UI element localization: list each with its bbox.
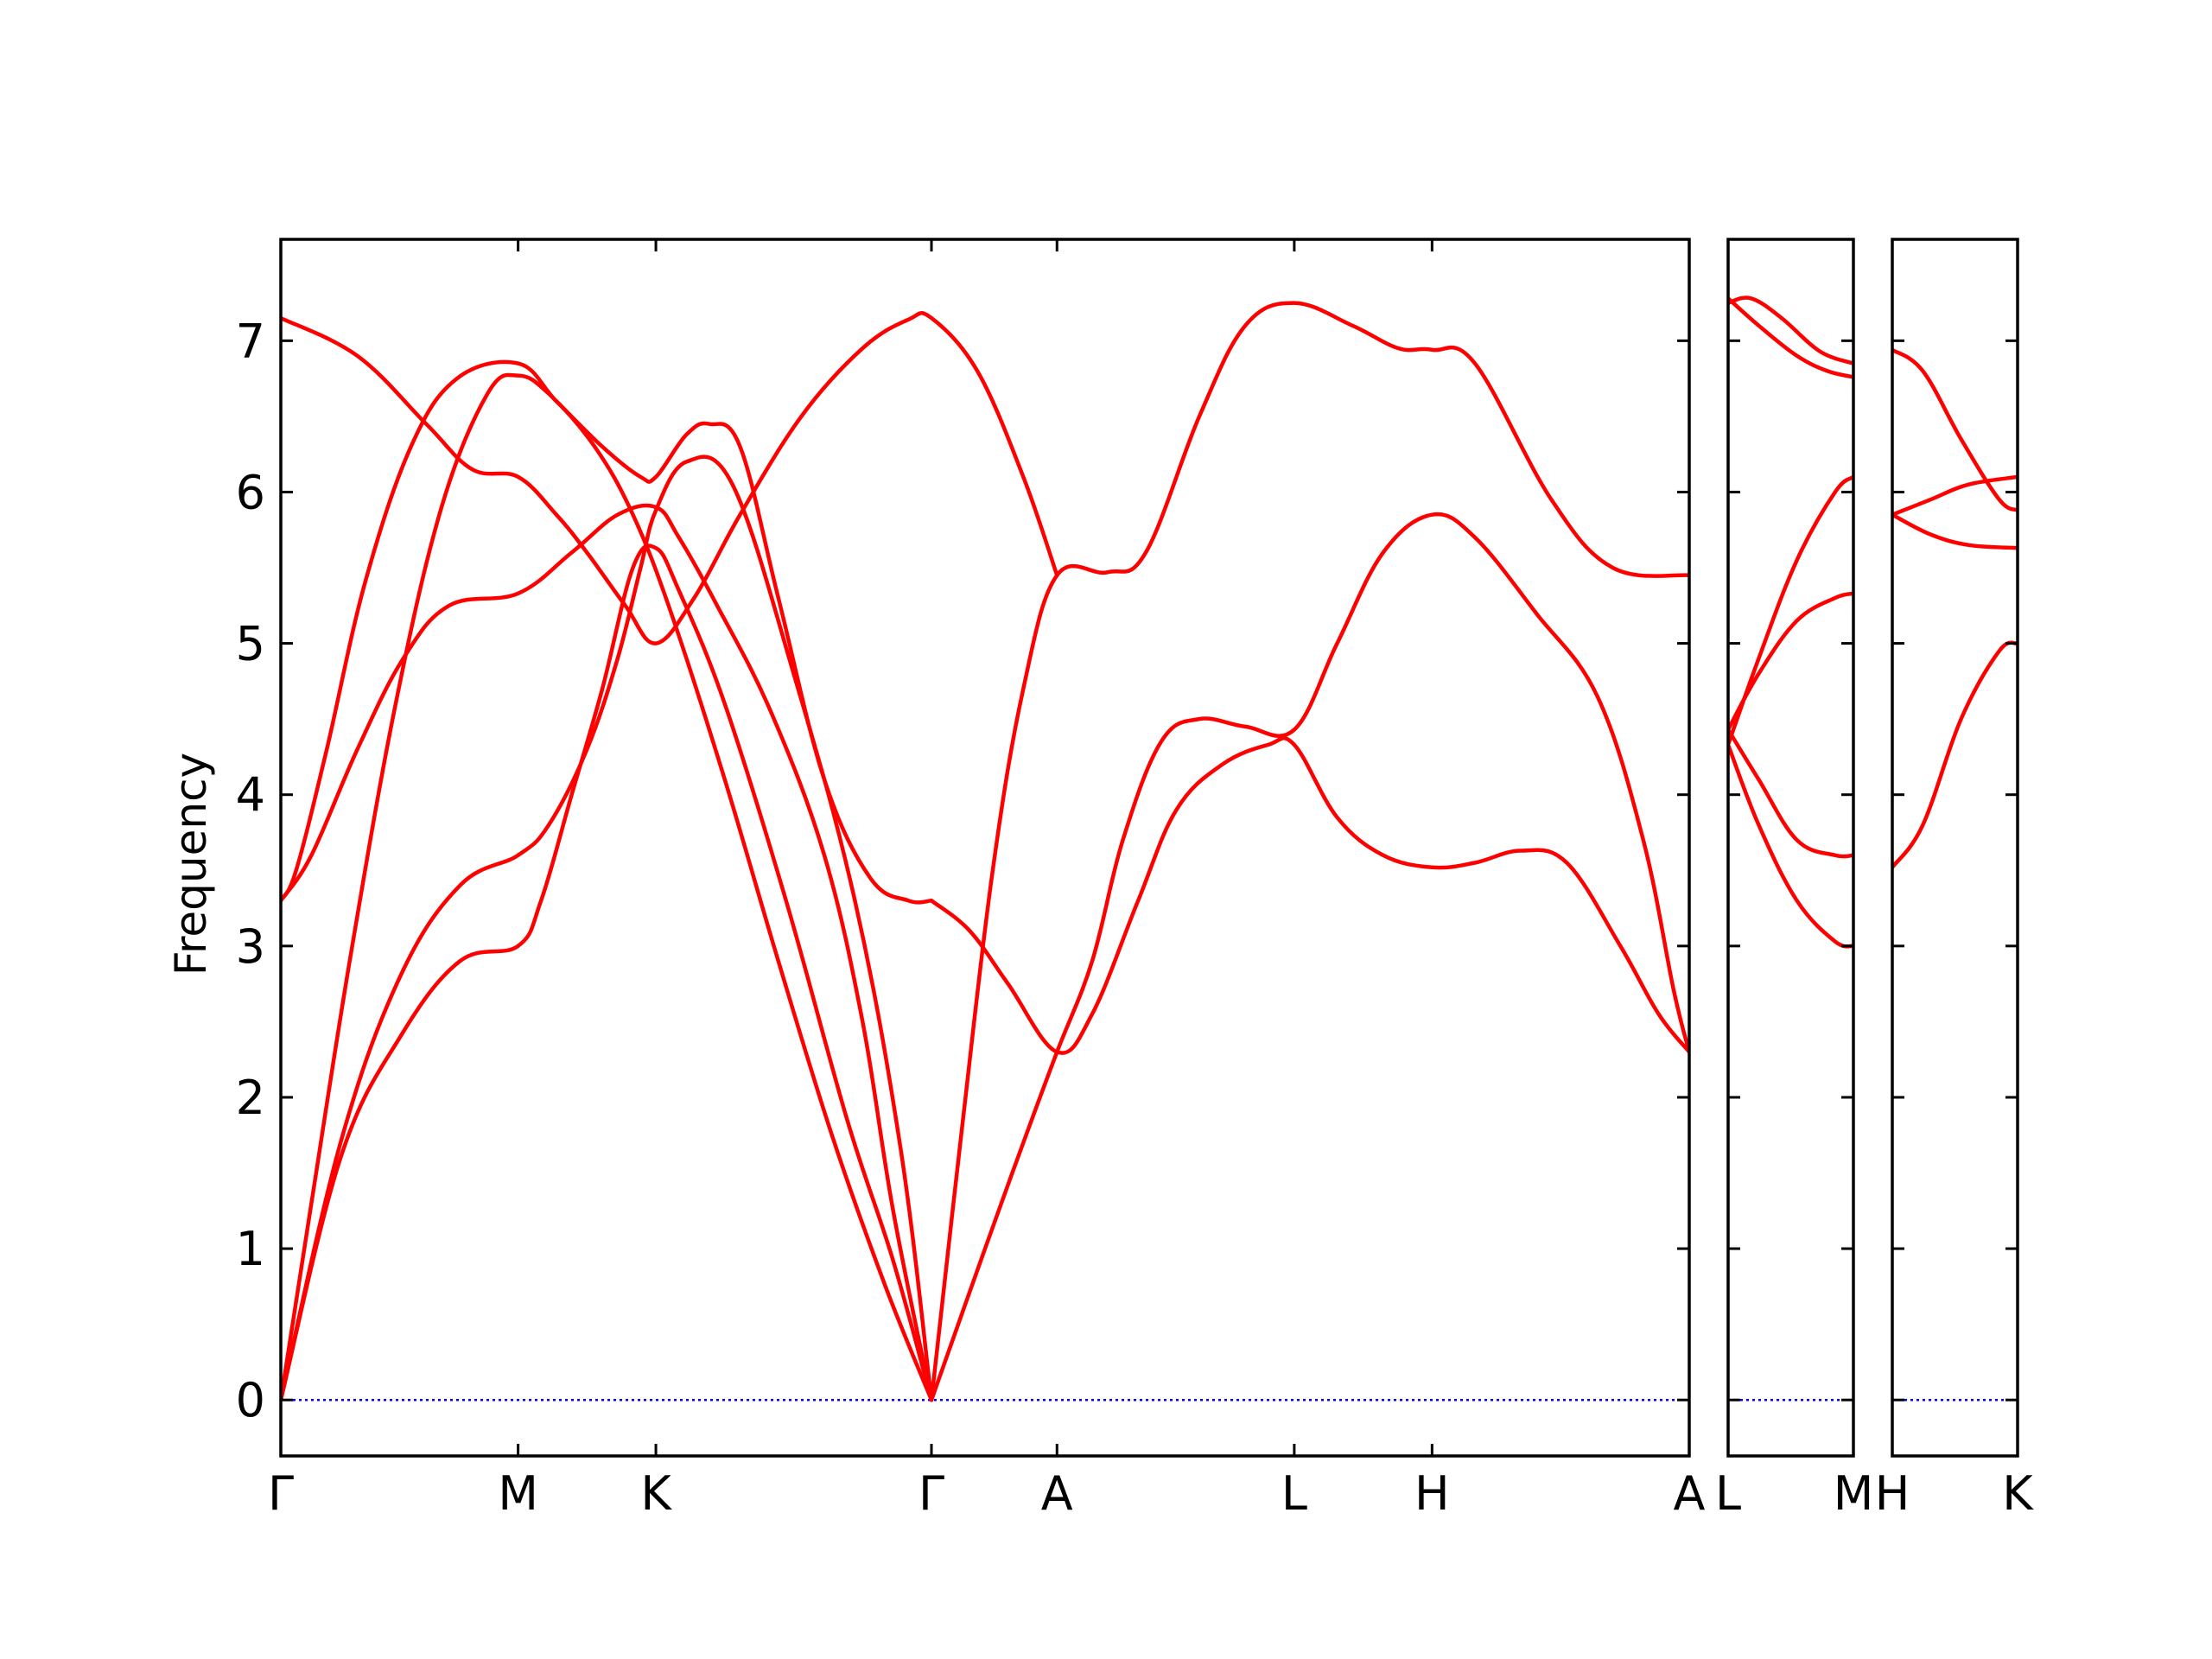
y-tick-label: 7 bbox=[236, 314, 265, 368]
x-tick-label: H bbox=[1414, 1466, 1450, 1521]
panel-1: 0 1 2 3 4 5 6 7 Γ M K Γ A L H A bbox=[236, 238, 1706, 1521]
band-line-1-4 bbox=[281, 359, 934, 905]
band-line-2-5 bbox=[1728, 728, 1853, 859]
panel-frame bbox=[1726, 238, 1855, 1458]
band-line-1-9 bbox=[929, 512, 1689, 1402]
band-line-1-7 bbox=[929, 301, 1689, 1402]
y-tick-label: 0 bbox=[236, 1373, 265, 1427]
band-series-group bbox=[1892, 347, 2018, 870]
x-tick-label: L bbox=[1281, 1466, 1307, 1521]
band-series-group bbox=[281, 301, 1689, 1402]
y-tick-label: 3 bbox=[236, 919, 265, 974]
band-series-group bbox=[1728, 296, 1853, 949]
x-tick-label: A bbox=[1674, 1466, 1706, 1521]
x-tick-label: K bbox=[640, 1466, 672, 1521]
band-line-1-6 bbox=[281, 310, 1059, 645]
band-line-1-2 bbox=[281, 454, 934, 1402]
x-tick-label: L bbox=[1715, 1466, 1741, 1521]
y-tick-label: 1 bbox=[236, 1222, 265, 1276]
band-line-2-3 bbox=[1728, 474, 1853, 747]
band-line-2-6 bbox=[1728, 742, 1853, 949]
band-line-2-4 bbox=[1728, 591, 1853, 732]
x-tick-label: A bbox=[1041, 1466, 1073, 1521]
band-line-3-2 bbox=[1892, 474, 2018, 517]
y-tick-label: 2 bbox=[236, 1071, 265, 1125]
band-line-3-4 bbox=[1892, 640, 2018, 870]
x-tick-label: H bbox=[1875, 1466, 1910, 1521]
x-tick-label: K bbox=[2002, 1466, 2034, 1521]
y-tick-label: 6 bbox=[236, 465, 265, 519]
y-tick-label: 5 bbox=[236, 617, 265, 671]
x-tick-label: Γ bbox=[268, 1466, 294, 1521]
x-tick-label: M bbox=[1834, 1466, 1874, 1521]
y-axis-label: Frequency bbox=[166, 753, 216, 976]
band-line-2-2 bbox=[1728, 296, 1853, 379]
x-tick-label: M bbox=[498, 1466, 538, 1521]
band-line-3-1 bbox=[1892, 347, 2018, 512]
panel-frame bbox=[1891, 238, 2019, 1458]
band-line-1-5 bbox=[281, 503, 934, 1402]
band-line-3-3 bbox=[1892, 512, 2018, 550]
band-line-1-8 bbox=[929, 735, 1689, 1055]
x-tick-label: Γ bbox=[918, 1466, 944, 1521]
band-line-1-1 bbox=[281, 543, 934, 1402]
y-tick-label: 4 bbox=[236, 768, 265, 823]
band-line-2-1 bbox=[1728, 296, 1853, 365]
panel-frame bbox=[279, 238, 1691, 1458]
